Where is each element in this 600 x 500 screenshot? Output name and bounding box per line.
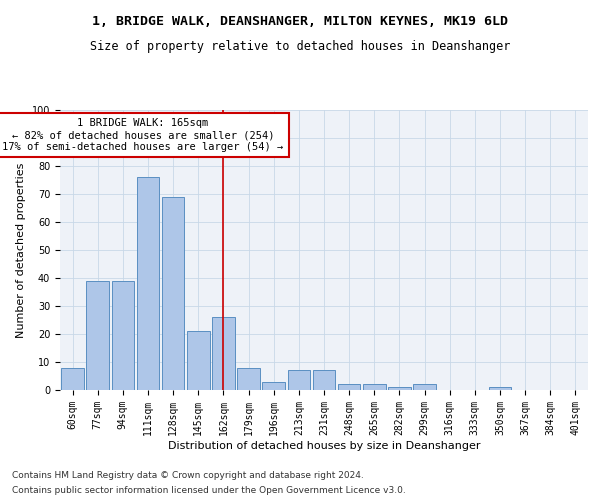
Bar [338, 384, 361, 390]
Bar [388, 387, 411, 390]
Bar [187, 331, 209, 390]
Bar [313, 370, 335, 390]
Text: Contains HM Land Registry data © Crown copyright and database right 2024.: Contains HM Land Registry data © Crown c… [12, 471, 364, 480]
Bar [86, 281, 109, 390]
Bar [212, 317, 235, 390]
Text: 1, BRIDGE WALK, DEANSHANGER, MILTON KEYNES, MK19 6LD: 1, BRIDGE WALK, DEANSHANGER, MILTON KEYN… [92, 15, 508, 28]
Bar [287, 370, 310, 390]
Bar [162, 197, 184, 390]
Text: 1 BRIDGE WALK: 165sqm
← 82% of detached houses are smaller (254)
17% of semi-det: 1 BRIDGE WALK: 165sqm ← 82% of detached … [2, 118, 284, 152]
Bar [112, 281, 134, 390]
Bar [488, 387, 511, 390]
Bar [61, 368, 84, 390]
Bar [137, 177, 160, 390]
Bar [262, 382, 285, 390]
Bar [363, 384, 386, 390]
Bar [413, 384, 436, 390]
Text: Size of property relative to detached houses in Deanshanger: Size of property relative to detached ho… [90, 40, 510, 53]
Bar [237, 368, 260, 390]
X-axis label: Distribution of detached houses by size in Deanshanger: Distribution of detached houses by size … [168, 440, 480, 450]
Y-axis label: Number of detached properties: Number of detached properties [16, 162, 26, 338]
Text: Contains public sector information licensed under the Open Government Licence v3: Contains public sector information licen… [12, 486, 406, 495]
